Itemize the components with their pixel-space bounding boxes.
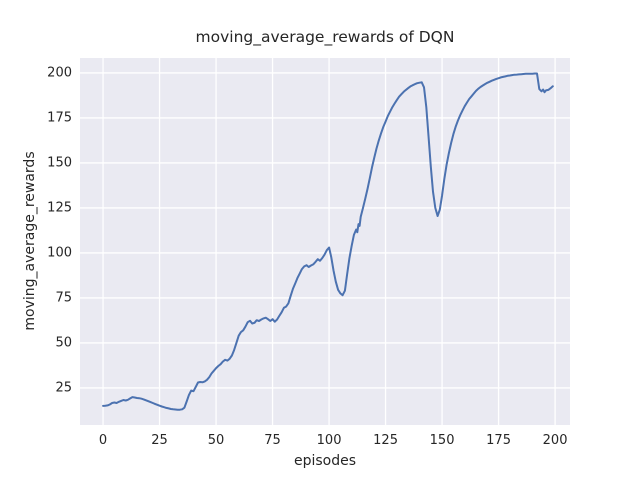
y-tick-label: 125 [47, 200, 72, 216]
x-tick-label: 0 [98, 433, 108, 448]
y-tick-label: 25 [55, 380, 72, 396]
reward-line [102, 72, 554, 411]
x-tick-label: 25 [151, 433, 168, 448]
x-tick-label: 200 [542, 433, 568, 448]
y-tick-label: 200 [47, 65, 72, 81]
y-axis-label: moving_average_rewards [22, 151, 38, 331]
x-tick-label: 175 [486, 433, 511, 448]
y-tick-label: 50 [55, 335, 72, 351]
x-tick-label: 150 [429, 433, 455, 448]
x-tick-label: 50 [207, 433, 225, 448]
x-tick-label: 125 [373, 433, 398, 448]
chart-title: moving_average_rewards of DQN [195, 28, 455, 46]
x-tick-label: 75 [264, 433, 281, 448]
plot-area [80, 58, 570, 425]
x-tick-label: 100 [316, 433, 342, 448]
x-axis-label: episodes [293, 453, 357, 469]
line-chart [80, 58, 570, 425]
y-tick-label: 100 [47, 245, 72, 261]
y-tick-label: 175 [47, 110, 72, 126]
y-tick-label: 75 [55, 290, 72, 306]
y-tick-label: 150 [47, 155, 72, 171]
